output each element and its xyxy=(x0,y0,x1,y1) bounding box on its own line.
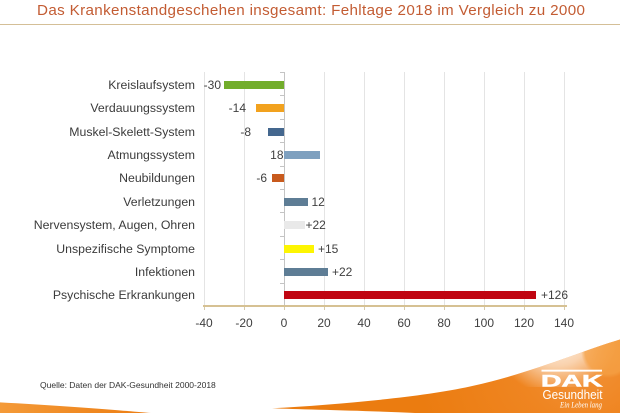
svg-text:Ein Leben lang: Ein Leben lang xyxy=(559,400,602,410)
svg-text:DAK: DAK xyxy=(541,372,603,390)
svg-text:Gesundheit: Gesundheit xyxy=(543,388,603,402)
